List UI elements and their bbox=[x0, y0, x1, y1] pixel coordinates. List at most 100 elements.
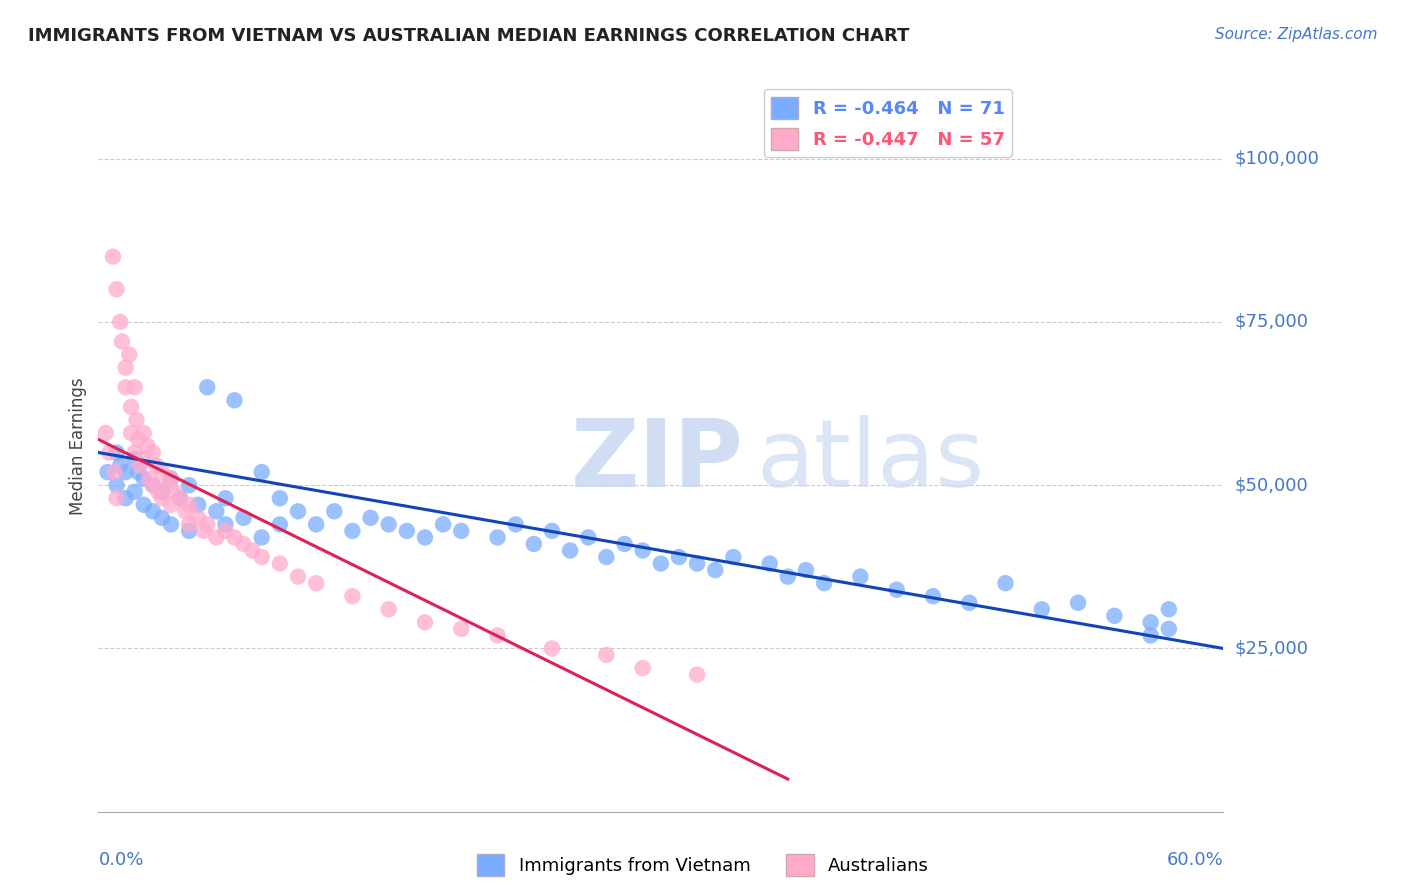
Point bbox=[205, 504, 228, 518]
Point bbox=[631, 543, 654, 558]
Point bbox=[1139, 615, 1161, 630]
Point bbox=[125, 413, 148, 427]
Point bbox=[160, 517, 183, 532]
Point bbox=[395, 524, 418, 538]
Point bbox=[156, 478, 179, 492]
Point bbox=[94, 425, 117, 440]
Point bbox=[142, 478, 165, 492]
Point bbox=[486, 530, 509, 544]
Point bbox=[558, 543, 581, 558]
Point bbox=[142, 504, 165, 518]
Legend: R = -0.464   N = 71, R = -0.447   N = 57: R = -0.464 N = 71, R = -0.447 N = 57 bbox=[763, 89, 1012, 157]
Point bbox=[127, 465, 149, 479]
Point bbox=[794, 563, 817, 577]
Point bbox=[250, 549, 273, 564]
Point bbox=[108, 315, 131, 329]
Point bbox=[686, 557, 709, 571]
Point bbox=[413, 530, 436, 544]
Point bbox=[576, 530, 599, 544]
Point bbox=[114, 380, 136, 394]
Point bbox=[150, 484, 173, 499]
Text: ZIP: ZIP bbox=[571, 415, 744, 507]
Point bbox=[169, 491, 191, 506]
Legend: Immigrants from Vietnam, Australians: Immigrants from Vietnam, Australians bbox=[470, 847, 936, 883]
Point bbox=[127, 433, 149, 447]
Point bbox=[523, 537, 546, 551]
Point bbox=[613, 537, 636, 551]
Point bbox=[105, 478, 128, 492]
Point bbox=[205, 530, 228, 544]
Point bbox=[305, 576, 328, 591]
Text: $75,000: $75,000 bbox=[1234, 313, 1309, 331]
Point bbox=[136, 439, 159, 453]
Point bbox=[132, 425, 155, 440]
Point bbox=[118, 347, 141, 362]
Point bbox=[129, 458, 152, 473]
Text: $25,000: $25,000 bbox=[1234, 640, 1309, 657]
Point bbox=[413, 615, 436, 630]
Point bbox=[124, 452, 146, 467]
Point bbox=[160, 472, 183, 486]
Text: IMMIGRANTS FROM VIETNAM VS AUSTRALIAN MEDIAN EARNINGS CORRELATION CHART: IMMIGRANTS FROM VIETNAM VS AUSTRALIAN ME… bbox=[28, 27, 910, 45]
Point bbox=[145, 458, 167, 473]
Point bbox=[957, 596, 980, 610]
Text: $50,000: $50,000 bbox=[1234, 476, 1308, 494]
Point bbox=[214, 524, 236, 538]
Y-axis label: Median Earnings: Median Earnings bbox=[69, 377, 87, 515]
Point bbox=[505, 517, 527, 532]
Point bbox=[323, 504, 346, 518]
Point bbox=[686, 667, 709, 681]
Point bbox=[432, 517, 454, 532]
Point bbox=[195, 380, 218, 394]
Point bbox=[631, 661, 654, 675]
Point bbox=[179, 478, 201, 492]
Point bbox=[1031, 602, 1053, 616]
Point bbox=[179, 524, 201, 538]
Point bbox=[148, 484, 170, 499]
Point bbox=[163, 484, 186, 499]
Point bbox=[114, 491, 136, 506]
Point bbox=[342, 589, 364, 603]
Point bbox=[1067, 596, 1090, 610]
Point bbox=[142, 478, 165, 492]
Point bbox=[305, 517, 328, 532]
Point bbox=[150, 511, 173, 525]
Point bbox=[994, 576, 1017, 591]
Point bbox=[124, 484, 146, 499]
Point bbox=[1139, 628, 1161, 642]
Point bbox=[160, 472, 183, 486]
Point bbox=[179, 498, 201, 512]
Point bbox=[269, 491, 291, 506]
Point bbox=[132, 498, 155, 512]
Point bbox=[224, 393, 246, 408]
Point bbox=[124, 380, 146, 394]
Point bbox=[813, 576, 835, 591]
Point bbox=[1157, 622, 1180, 636]
Point bbox=[98, 445, 121, 459]
Point bbox=[595, 648, 617, 662]
Point bbox=[360, 511, 382, 525]
Point bbox=[150, 491, 173, 506]
Text: $100,000: $100,000 bbox=[1234, 150, 1319, 168]
Point bbox=[187, 511, 209, 525]
Point bbox=[174, 504, 197, 518]
Point bbox=[1157, 602, 1180, 616]
Point bbox=[242, 543, 264, 558]
Text: 60.0%: 60.0% bbox=[1167, 851, 1223, 869]
Text: atlas: atlas bbox=[756, 415, 984, 507]
Point bbox=[287, 504, 309, 518]
Point bbox=[650, 557, 672, 571]
Point bbox=[214, 517, 236, 532]
Point bbox=[232, 511, 254, 525]
Point bbox=[224, 530, 246, 544]
Point bbox=[1104, 608, 1126, 623]
Point bbox=[849, 569, 872, 583]
Point bbox=[595, 549, 617, 564]
Point bbox=[101, 250, 124, 264]
Point bbox=[342, 524, 364, 538]
Point bbox=[250, 465, 273, 479]
Point bbox=[108, 458, 131, 473]
Point bbox=[193, 524, 215, 538]
Point bbox=[723, 549, 745, 564]
Point bbox=[269, 557, 291, 571]
